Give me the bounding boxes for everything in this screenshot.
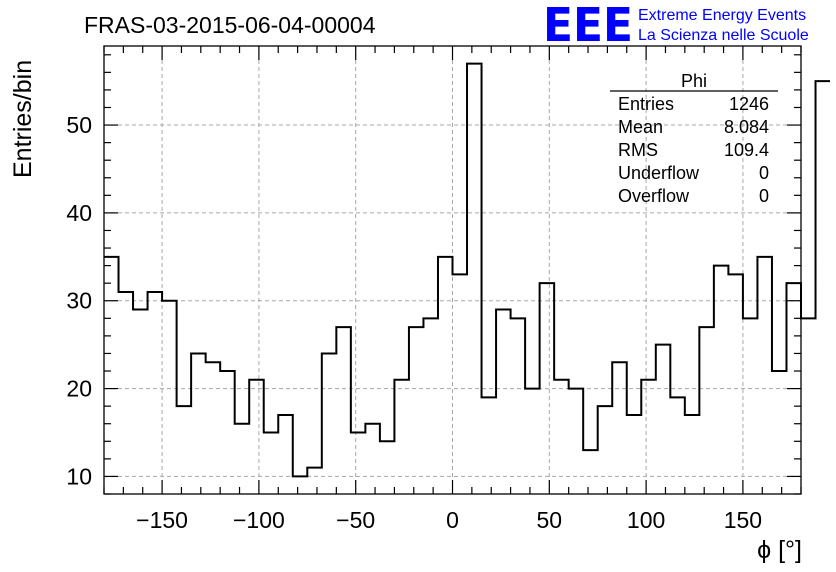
stats-label: Underflow [618,163,700,183]
x-axis-title: ϕ [°] [757,536,802,564]
stats-value: 0 [759,186,769,206]
stats-value: 109.4 [724,140,769,160]
stats-value: 8.084 [724,117,769,137]
x-tick-label: 150 [724,507,762,533]
stats-value: 1246 [729,94,769,114]
stats-label: RMS [618,140,658,160]
histogram-series [104,62,831,478]
x-tick-label: −100 [233,507,285,533]
y-tick-label: 50 [66,112,92,138]
stats-box-title: Phi [681,71,707,91]
x-tick-label: 50 [537,507,563,533]
y-tick-label: 10 [66,463,92,489]
stats-label: Overflow [618,186,690,206]
y-tick-labels: 10 20 30 40 50 [66,112,92,489]
y-tick-label: 20 [66,376,92,402]
eee-logo: EEE [543,0,633,52]
stats-label: Mean [618,117,663,137]
x-tick-label: −150 [136,507,188,533]
stats-value: 0 [759,163,769,183]
x-tick-label: 100 [627,507,665,533]
y-tick-label: 40 [66,200,92,226]
chart-title: FRAS-03-2015-06-04-00004 [84,12,376,38]
stats-label: Entries [618,94,674,114]
x-tick-labels: −150 −100 −50 0 50 100 150 [136,507,762,533]
stats-box: Phi Entries 1246 Mean 8.084 RMS 109.4 Underflo… [610,71,778,206]
branding-line-1: Extreme Energy Events [638,7,806,24]
branding-line-2: La Scienza nelle Scuole [638,27,809,44]
x-tick-label: 0 [446,507,459,533]
y-axis-title: Entries/bin [9,60,37,178]
x-tick-label: −50 [336,507,375,533]
y-tick-label: 30 [66,288,92,314]
axis-ticks [103,46,802,495]
